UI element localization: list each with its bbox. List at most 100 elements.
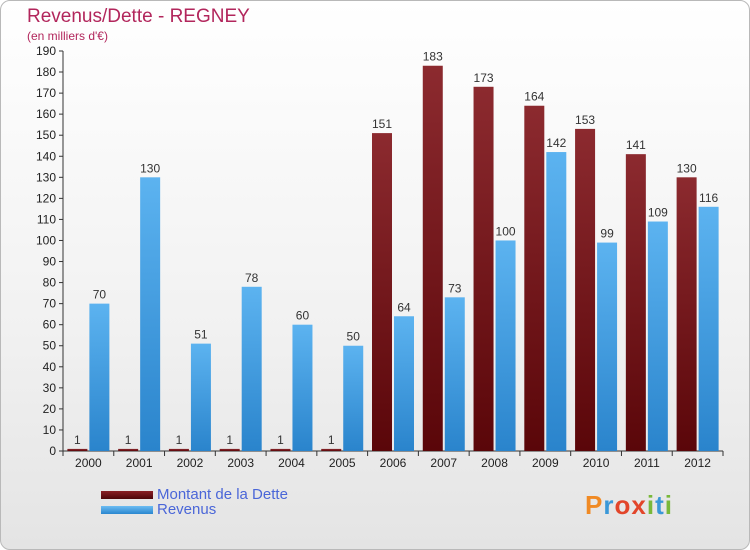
data-label-revenus: 100 <box>496 224 516 238</box>
bar-revenus <box>444 297 465 451</box>
data-label-dette: 1 <box>226 433 233 447</box>
y-tick-label: 110 <box>37 212 56 226</box>
y-tick-label: 40 <box>43 360 57 374</box>
logo-letter: i <box>664 490 673 520</box>
legend-swatch-revenus <box>101 506 153 514</box>
data-label-dette: 183 <box>423 50 443 64</box>
data-label-dette: 153 <box>575 113 595 127</box>
data-label-revenus: 142 <box>546 136 566 150</box>
bar-dette <box>168 448 189 451</box>
bar-dette <box>118 448 139 451</box>
y-tick-label: 60 <box>43 318 57 332</box>
chart-subtitle: (en milliers d'€) <box>27 29 108 43</box>
bar-revenus <box>495 240 516 451</box>
data-label-dette: 1 <box>74 433 81 447</box>
data-label-revenus: 109 <box>648 206 668 220</box>
y-tick-label: 50 <box>43 339 57 353</box>
x-tick-label: 2002 <box>177 456 204 470</box>
x-tick-label: 2010 <box>583 456 610 470</box>
bar-dette <box>625 154 646 451</box>
bar-dette <box>676 177 697 451</box>
legend-label-revenus: Revenus <box>157 501 217 518</box>
data-label-revenus: 70 <box>93 288 107 302</box>
bar-dette <box>575 128 596 451</box>
bar-revenus <box>241 286 262 451</box>
bar-revenus <box>698 206 719 451</box>
bar-revenus <box>343 345 364 451</box>
data-label-dette: 1 <box>277 433 284 447</box>
data-label-dette: 1 <box>176 433 183 447</box>
bar-dette <box>219 448 240 451</box>
data-label-revenus: 60 <box>296 309 310 323</box>
y-tick-label: 160 <box>36 107 56 121</box>
y-tick-label: 190 <box>36 44 56 58</box>
data-label-dette: 151 <box>372 117 392 131</box>
logo-letter: x <box>631 490 647 520</box>
y-tick-label: 150 <box>36 128 56 142</box>
y-tick-label: 180 <box>36 65 56 79</box>
y-tick-label: 100 <box>36 233 56 247</box>
data-label-dette: 1 <box>125 433 132 447</box>
y-tick-label: 130 <box>36 170 56 184</box>
bar-revenus <box>546 152 567 452</box>
data-label-revenus: 64 <box>397 300 411 314</box>
logo-letter: r <box>603 490 615 520</box>
data-label-revenus: 130 <box>140 161 160 175</box>
x-tick-label: 2011 <box>634 456 660 470</box>
bar-revenus <box>190 343 211 451</box>
y-tick-label: 10 <box>43 423 57 437</box>
bar-dette <box>67 448 88 451</box>
x-tick-label: 2006 <box>380 456 407 470</box>
x-tick-label: 2001 <box>126 456 153 470</box>
y-tick-label: 30 <box>43 381 57 395</box>
data-label-revenus: 99 <box>600 227 614 241</box>
x-tick-label: 2009 <box>532 456 559 470</box>
data-label-dette: 1 <box>328 433 335 447</box>
logo-letter: P <box>585 490 604 520</box>
data-label-revenus: 73 <box>448 281 462 295</box>
bar-dette <box>524 105 545 451</box>
bar-revenus <box>597 242 618 451</box>
bar-dette <box>270 448 291 451</box>
y-tick-label: 90 <box>43 255 57 269</box>
legend-swatch-dette <box>101 491 153 499</box>
data-label-dette: 173 <box>474 71 494 85</box>
legend-label-dette: Montant de la Dette <box>157 486 288 503</box>
bar-revenus <box>647 221 668 451</box>
y-tick-label: 170 <box>36 86 56 100</box>
bar-dette <box>473 86 494 451</box>
bar-dette <box>321 448 342 451</box>
x-tick-label: 2004 <box>278 456 305 470</box>
bar-revenus <box>140 177 161 451</box>
y-tick-label: 80 <box>43 276 57 290</box>
y-tick-label: 140 <box>36 149 56 163</box>
logo-letter: o <box>614 490 632 520</box>
y-tick-label: 20 <box>43 402 57 416</box>
x-tick-label: 2007 <box>430 456 457 470</box>
x-tick-label: 2012 <box>684 456 711 470</box>
x-tick-label: 2005 <box>329 456 356 470</box>
x-tick-label: 2003 <box>227 456 254 470</box>
data-label-revenus: 116 <box>699 191 718 205</box>
data-label-revenus: 50 <box>347 330 361 344</box>
x-tick-label: 2008 <box>481 456 508 470</box>
proxiti-logo: Proxiti <box>585 490 673 521</box>
data-label-revenus: 78 <box>245 271 259 285</box>
data-label-dette: 164 <box>524 90 544 104</box>
chart-title: Revenus/Dette - REGNEY <box>27 6 250 27</box>
bar-dette <box>422 65 443 451</box>
y-tick-label: 120 <box>36 191 56 205</box>
x-tick-label: 2000 <box>75 456 102 470</box>
y-tick-label: 70 <box>43 297 57 311</box>
data-label-dette: 141 <box>626 138 646 152</box>
data-label-revenus: 51 <box>194 328 208 342</box>
y-tick-label: 0 <box>49 444 56 458</box>
logo-letter: i <box>646 490 656 520</box>
bar-revenus <box>394 316 414 451</box>
data-label-dette: 130 <box>677 161 697 175</box>
bar-dette <box>372 133 392 451</box>
bar-revenus <box>89 303 110 451</box>
bar-revenus <box>292 324 313 451</box>
